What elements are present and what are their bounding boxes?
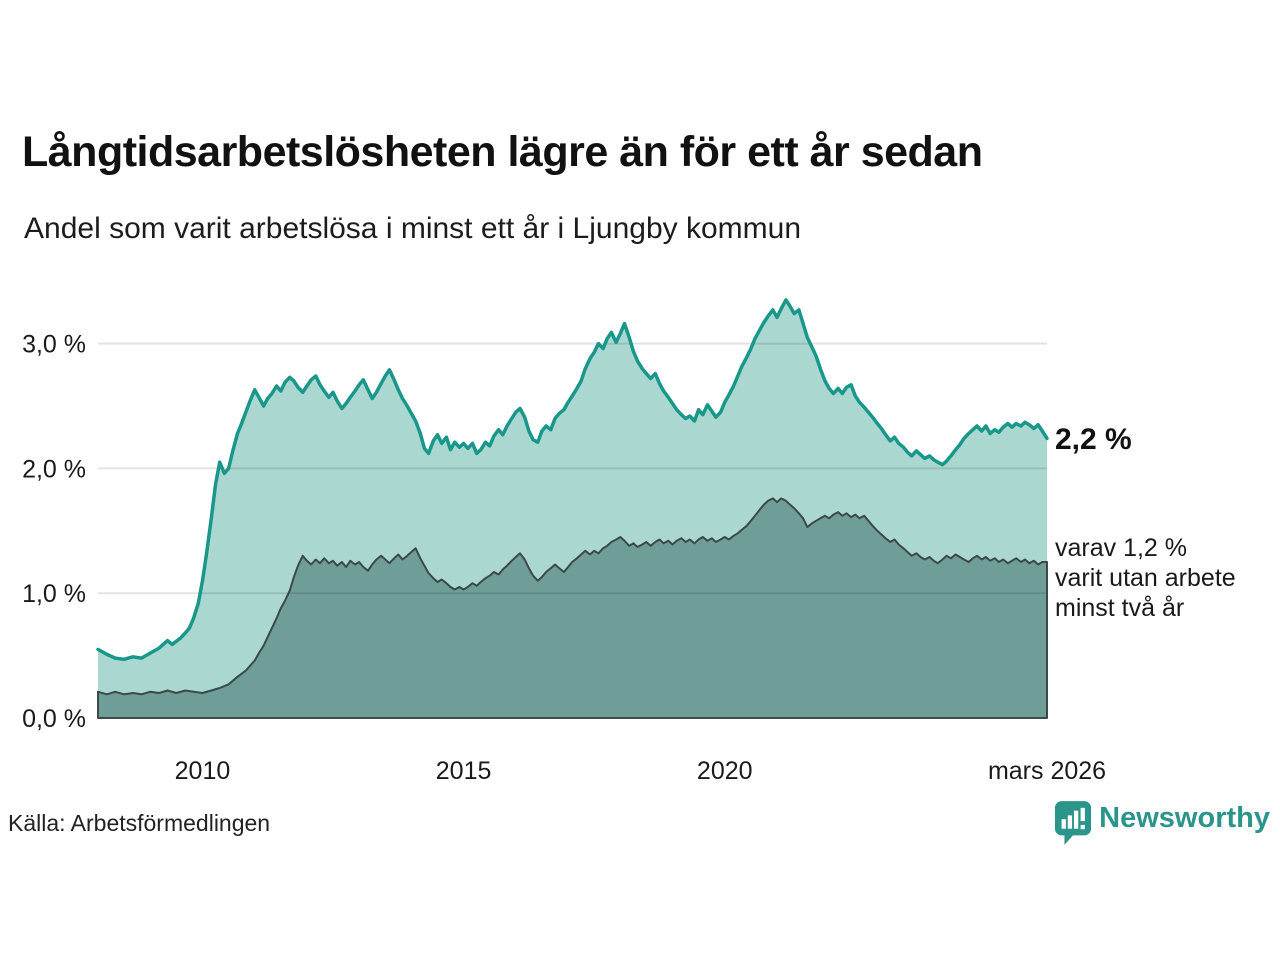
- newsworthy-pin-icon: [1054, 800, 1092, 851]
- y-axis-tick-label: 3,0 %: [22, 331, 86, 359]
- y-axis-tick-label: 0,0 %: [22, 705, 86, 733]
- y-axis-tick-label: 2,0 %: [22, 455, 86, 483]
- x-axis-tick-label: 2010: [175, 757, 231, 785]
- latest-value-label: 2,2 %: [1055, 423, 1132, 456]
- line-unemployed-1yr: [96, 298, 1049, 662]
- x-axis-tick-label: 2015: [436, 757, 492, 785]
- x-axis-tick-label: mars 2026: [988, 757, 1106, 785]
- source-note: Källa: Arbetsförmedlingen: [8, 810, 271, 836]
- line-unemployed-2yr: [97, 497, 1048, 719]
- newsworthy-wordmark: Newsworthy: [1099, 802, 1270, 834]
- x-axis-tick-label: 2020: [697, 757, 753, 785]
- y-axis-tick-label: 1,0 %: [22, 580, 86, 608]
- newsworthy-logo[interactable]: Newsworthy: [1054, 800, 1270, 851]
- secondary-annotation: varav 1,2 % varit utan arbete minst två …: [1055, 534, 1236, 622]
- page-subtitle: Andel som varit arbetslösa i minst ett å…: [24, 212, 801, 245]
- area-unemployed-2yr: [98, 498, 1047, 718]
- page-title: Långtidsarbetslösheten lägre än för ett …: [22, 128, 983, 176]
